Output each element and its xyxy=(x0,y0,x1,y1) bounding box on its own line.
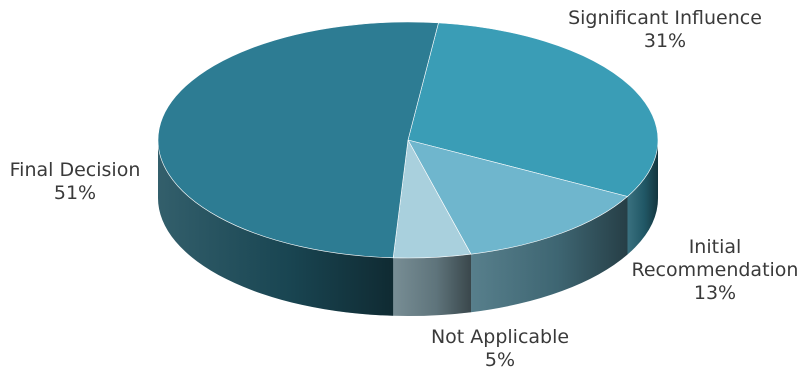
pie-slice-significant-influence xyxy=(407,22,659,197)
slice-label-value: 13% xyxy=(693,282,737,304)
pie-side-shading xyxy=(393,254,472,316)
label-initial-recommendation: Initial Recommendation 13% xyxy=(630,236,800,305)
slice-label-name: Not Applicable xyxy=(430,326,570,348)
slice-label-value: 51% xyxy=(53,182,97,204)
label-not-applicable: Not Applicable 5% xyxy=(400,326,600,372)
slice-label-name: Initial xyxy=(688,236,742,258)
pie-side-shading xyxy=(627,140,658,255)
slice-label-value: 5% xyxy=(484,349,516,371)
pie-side-shading xyxy=(471,196,628,313)
slice-label-value: 31% xyxy=(643,30,687,52)
pie-slice-initial-recommendation xyxy=(407,139,629,255)
label-final-decision: Final Decision 51% xyxy=(0,159,150,205)
slice-label-name: Significant Influence xyxy=(568,7,762,29)
pie-side-shading xyxy=(158,140,394,316)
slice-label-name-2: Recommendation xyxy=(631,259,799,281)
pie-slice-final-decision xyxy=(157,21,439,259)
label-significant-influence: Significant Influence 31% xyxy=(535,7,795,53)
slice-label-name: Final Decision xyxy=(9,159,141,181)
